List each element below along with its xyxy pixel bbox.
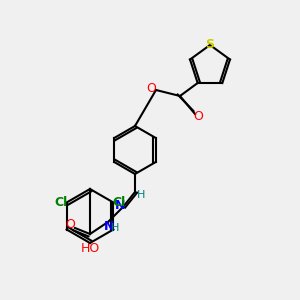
Text: O: O	[66, 218, 75, 232]
Text: Cl: Cl	[54, 196, 67, 209]
Text: S: S	[206, 38, 214, 52]
Text: H: H	[111, 223, 120, 233]
Text: HO: HO	[80, 242, 100, 256]
Text: O: O	[193, 110, 203, 124]
Text: N: N	[115, 199, 125, 212]
Text: N: N	[104, 220, 115, 233]
Text: H: H	[137, 190, 145, 200]
Text: O: O	[147, 82, 156, 95]
Text: Cl: Cl	[113, 196, 126, 209]
